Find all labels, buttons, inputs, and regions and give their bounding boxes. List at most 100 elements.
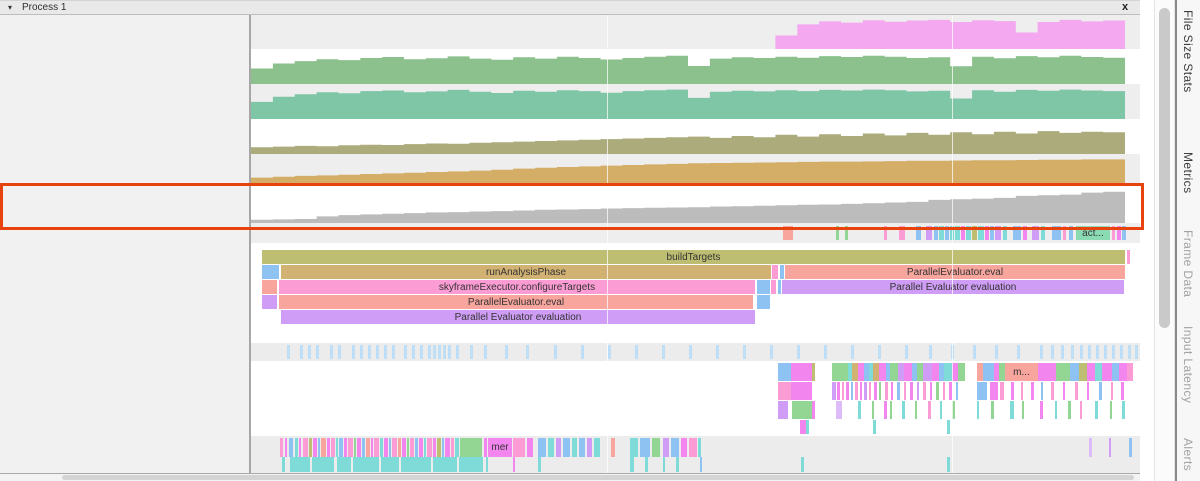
span-segment[interactable] <box>579 438 585 457</box>
span-segment[interactable] <box>952 363 958 381</box>
span-segment[interactable] <box>1010 401 1014 419</box>
span-segment[interactable] <box>947 457 950 472</box>
span-segment[interactable] <box>864 382 867 400</box>
span-segment[interactable] <box>869 382 871 400</box>
span-segment[interactable] <box>526 345 529 359</box>
span-segment[interactable] <box>864 363 869 381</box>
span-segment[interactable] <box>873 363 879 381</box>
span-segment[interactable] <box>1056 363 1070 381</box>
span-segment[interactable] <box>389 438 391 457</box>
span-segment[interactable] <box>513 457 515 472</box>
span-segment[interactable] <box>904 363 912 381</box>
span-segment[interactable] <box>812 363 815 381</box>
labeled-segment[interactable]: mer <box>488 438 512 457</box>
span-segment[interactable] <box>415 438 418 457</box>
span-segment[interactable] <box>958 363 965 381</box>
span-segment[interactable] <box>1063 382 1065 400</box>
span-segment[interactable] <box>681 438 687 457</box>
span-segment[interactable] <box>1117 226 1121 240</box>
labeled-segment[interactable]: Parallel Evaluator evaluation <box>281 310 755 324</box>
span-segment[interactable] <box>374 438 379 457</box>
span-segment[interactable] <box>879 382 881 400</box>
span-segment[interactable] <box>824 345 827 359</box>
span-segment[interactable] <box>886 363 890 381</box>
span-segment[interactable] <box>366 438 370 457</box>
span-segment[interactable] <box>1017 345 1020 359</box>
span-segment[interactable] <box>608 345 611 359</box>
span-segment[interactable] <box>438 345 441 359</box>
span-segment[interactable] <box>262 295 277 309</box>
span-segment[interactable] <box>890 363 898 381</box>
span-segment[interactable] <box>1075 382 1078 400</box>
span-segment[interactable] <box>926 226 932 240</box>
span-segment[interactable] <box>1011 382 1014 400</box>
span-segment[interactable] <box>1032 226 1039 240</box>
span-segment[interactable] <box>1000 382 1004 400</box>
span-segment[interactable] <box>290 457 310 472</box>
span-segment[interactable] <box>538 457 541 472</box>
span-segment[interactable] <box>339 438 343 457</box>
span-segment[interactable] <box>832 363 848 381</box>
side-tab-alerts[interactable]: Alerts <box>1181 438 1195 472</box>
span-segment[interactable] <box>910 382 913 400</box>
span-segment[interactable] <box>376 345 379 359</box>
span-segment[interactable] <box>1129 438 1132 457</box>
span-segment[interactable] <box>961 226 965 240</box>
span-segment[interactable] <box>797 345 800 359</box>
span-segment[interactable] <box>419 438 423 457</box>
span-segment[interactable] <box>360 345 363 359</box>
span-segment[interactable] <box>433 438 436 457</box>
span-segment[interactable] <box>300 345 303 359</box>
span-segment[interactable] <box>939 226 944 240</box>
span-segment[interactable] <box>932 363 939 381</box>
span-segment[interactable] <box>635 345 638 359</box>
span-segment[interactable] <box>262 265 279 279</box>
span-segment[interactable] <box>972 226 977 240</box>
span-segment[interactable] <box>855 382 858 400</box>
span-segment[interactable] <box>1109 438 1111 457</box>
span-segment[interactable] <box>424 438 426 457</box>
span-segment[interactable] <box>1070 363 1079 381</box>
span-segment[interactable] <box>456 345 459 359</box>
span-segment[interactable] <box>484 438 487 457</box>
span-segment[interactable] <box>873 420 876 434</box>
collapse-arrow-icon[interactable]: ▾ <box>8 3 13 12</box>
span-segment[interactable] <box>1021 382 1023 400</box>
span-segment[interactable] <box>663 438 669 457</box>
labeled-segment[interactable]: buildTargets <box>262 250 1125 264</box>
span-segment[interactable] <box>917 382 919 400</box>
span-segment[interactable] <box>398 438 401 457</box>
span-segment[interactable] <box>936 382 939 400</box>
span-segment[interactable] <box>1071 345 1074 359</box>
span-segment[interactable] <box>836 401 842 419</box>
span-segment[interactable] <box>878 345 881 359</box>
span-segment[interactable] <box>554 345 557 359</box>
span-segment[interactable] <box>800 420 806 434</box>
span-segment[interactable] <box>527 438 533 457</box>
span-segment[interactable] <box>1052 226 1061 240</box>
span-segment[interactable] <box>985 226 989 240</box>
span-segment[interactable] <box>912 363 917 381</box>
span-segment[interactable] <box>353 457 379 472</box>
span-segment[interactable] <box>1031 382 1034 400</box>
track-chart-skyframe-evaluator-0[interactable]: m... <box>251 361 1140 436</box>
span-segment[interactable] <box>337 457 351 472</box>
span-segment[interactable] <box>412 345 415 359</box>
span-segment[interactable] <box>1110 401 1112 419</box>
span-segment[interactable] <box>1051 345 1054 359</box>
span-segment[interactable] <box>299 438 301 457</box>
span-segment[interactable] <box>916 226 921 240</box>
span-segment[interactable] <box>966 226 971 240</box>
span-segment[interactable] <box>285 438 287 457</box>
track-chart-memory-usage-bazel[interactable] <box>251 119 1140 154</box>
span-segment[interactable] <box>289 438 293 457</box>
span-segment[interactable] <box>1099 382 1102 400</box>
span-segment[interactable] <box>944 363 952 381</box>
span-segment[interactable] <box>486 457 488 472</box>
span-segment[interactable] <box>556 438 561 457</box>
span-segment[interactable] <box>791 382 812 400</box>
side-tab-metrics[interactable]: Metrics <box>1181 152 1195 194</box>
span-segment[interactable] <box>1095 363 1102 381</box>
span-segment[interactable] <box>443 345 446 359</box>
span-segment[interactable] <box>433 345 436 359</box>
